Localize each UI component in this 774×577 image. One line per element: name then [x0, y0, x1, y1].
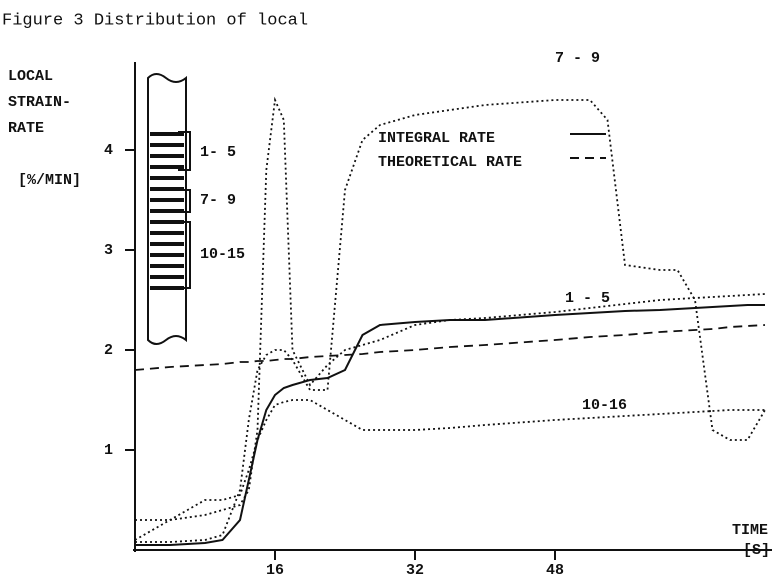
- y-axis-label: [%/MIN]: [18, 172, 81, 189]
- y-tick-label: 1: [104, 442, 113, 459]
- inset-label: 10-15: [200, 246, 245, 263]
- x-axis-label: [S]: [743, 542, 770, 559]
- x-tick-label: 48: [546, 562, 564, 577]
- y-tick-label: 4: [104, 142, 113, 159]
- y-tick-label: 3: [104, 242, 113, 259]
- series-line: [135, 99, 766, 543]
- series-label: 1 - 5: [565, 290, 610, 307]
- series-line: [135, 96, 766, 521]
- y-tick-label: 2: [104, 342, 113, 359]
- inset-label: 1- 5: [200, 144, 236, 161]
- series-label: 7 - 9: [555, 50, 600, 67]
- y-axis-label: RATE: [8, 120, 44, 137]
- series-label: 10-16: [582, 397, 627, 414]
- series-line: [134, 324, 766, 371]
- series-line: [135, 304, 765, 546]
- x-axis-label: TIME: [732, 522, 768, 539]
- legend-label: INTEGRAL RATE: [378, 130, 495, 147]
- legend-label: THEORETICAL RATE: [378, 154, 522, 171]
- specimen-inset: [147, 73, 191, 345]
- chart-title: Figure 3 Distribution of local: [2, 11, 308, 30]
- x-tick-label: 16: [266, 562, 284, 577]
- y-axis-label: LOCAL: [8, 68, 53, 85]
- x-tick-label: 32: [406, 562, 424, 577]
- inset-label: 7- 9: [200, 192, 236, 209]
- y-axis-label: STRAIN-: [8, 94, 71, 111]
